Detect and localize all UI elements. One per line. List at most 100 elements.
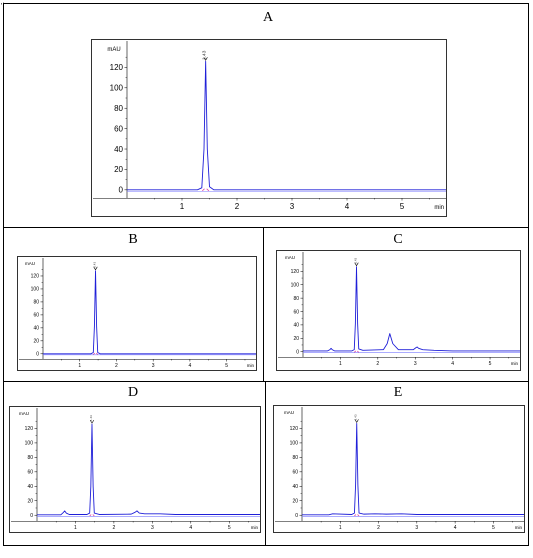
x-tick-label: 1 (180, 202, 185, 211)
integration-mark (93, 352, 98, 355)
x-tick-label: 1 (78, 363, 81, 369)
chart-frame (273, 405, 525, 533)
x-tick-label: 5 (228, 525, 231, 531)
integration-mark (202, 188, 210, 192)
y-tick-label: 60 (33, 313, 39, 319)
y-axis-label: mAU (19, 411, 29, 416)
y-axis-label: mAU (25, 261, 35, 266)
chromatogram-trace (43, 270, 256, 355)
y-tick-label: 100 (25, 441, 34, 447)
y-axis-label: mAU (284, 410, 294, 415)
chromatogram-trace (37, 423, 260, 516)
y-tick-label: 80 (293, 296, 299, 302)
y-tick-label: 0 (30, 513, 33, 519)
chromatogram-trace (302, 422, 524, 516)
y-tick-label: 100 (291, 283, 300, 289)
chart-frame (9, 406, 261, 533)
x-tick-label: 4 (454, 525, 457, 531)
y-tick-label: 60 (27, 470, 33, 476)
x-axis-label: min (434, 205, 444, 211)
x-tick-label: 2 (235, 202, 240, 211)
x-tick-label: 4 (451, 361, 454, 367)
y-tick-label: 40 (293, 323, 299, 329)
chart-frame (17, 256, 257, 371)
x-tick-label: 5 (492, 525, 495, 531)
x-tick-label: 4 (345, 202, 350, 211)
y-tick-label: 80 (114, 104, 123, 113)
panel-label: A (263, 10, 274, 25)
y-tick-label: 100 (31, 287, 40, 293)
y-axis-label: mAU (285, 255, 295, 260)
panel-b: B 0 20 40 60 80 100 120 mAU 1 2 3 4 5 min 1.43 (17, 232, 257, 371)
y-tick-label: 0 (296, 349, 299, 355)
x-axis-label: min (511, 361, 519, 366)
y-tick-label: 120 (110, 63, 124, 72)
panel-d: D 0 20 40 60 80 100 120 mAU 1 2 3 4 5 min 1.43 (9, 385, 261, 533)
x-tick-label: 3 (414, 361, 417, 367)
x-tick-label: 3 (415, 525, 418, 531)
y-tick-label: 20 (114, 165, 123, 174)
y-tick-label: 20 (33, 339, 39, 345)
y-tick-label: 40 (27, 484, 33, 490)
peak-rt-label: 1.43 (354, 257, 358, 263)
panel-c: C 0 20 40 60 80 100 120 mAU 1 2 3 4 5 min 1.43 (276, 232, 521, 371)
x-tick-label: 5 (489, 361, 492, 367)
chart-frame (276, 250, 521, 371)
peak-rt-label: 1.43 (93, 262, 97, 268)
y-tick-label: 120 (290, 426, 299, 432)
panel-label: B (128, 232, 137, 247)
peak-rt-label: 1.43 (202, 50, 208, 60)
x-axis-label: min (251, 525, 259, 530)
integration-mark (354, 514, 360, 517)
integration-mark (354, 350, 359, 353)
y-tick-label: 60 (114, 124, 123, 133)
y-tick-label: 20 (27, 499, 33, 505)
peak-apex-marker (93, 266, 98, 271)
x-axis-label: min (247, 363, 255, 368)
y-tick-label: 120 (291, 269, 300, 275)
peak-rt-label: 1.43 (354, 414, 358, 420)
y-tick-label: 40 (292, 484, 298, 490)
y-tick-label: 60 (292, 470, 298, 476)
chart-frame (91, 39, 447, 217)
y-tick-label: 40 (114, 145, 123, 154)
y-tick-label: 60 (293, 309, 299, 315)
panel-label: C (393, 232, 402, 247)
y-tick-label: 100 (110, 84, 124, 93)
y-tick-label: 120 (25, 426, 34, 432)
chromatogram-trace (127, 60, 446, 191)
y-tick-label: 20 (292, 499, 298, 505)
peak-apex-marker (354, 262, 359, 267)
peak-apex-marker (89, 419, 95, 424)
x-tick-label: 5 (225, 363, 228, 369)
y-axis-label: mAU (107, 47, 120, 53)
y-tick-label: 80 (27, 455, 33, 461)
y-tick-label: 80 (292, 455, 298, 461)
corner-mark: '| (1, 3, 4, 10)
chromatogram-trace (303, 266, 520, 352)
x-tick-label: 2 (376, 361, 379, 367)
x-tick-label: 2 (113, 525, 116, 531)
y-tick-label: 120 (31, 274, 40, 280)
x-tick-label: 1 (74, 525, 77, 531)
y-tick-label: 80 (33, 300, 39, 306)
integration-mark (89, 514, 95, 517)
peak-apex-marker (203, 57, 208, 61)
x-tick-label: 4 (189, 525, 192, 531)
x-tick-label: 2 (377, 525, 380, 531)
panel-e: E 0 20 40 60 80 100 120 mAU 1 2 3 4 5 min 1.43 (273, 385, 525, 533)
peak-apex-marker (354, 419, 359, 423)
y-tick-label: 20 (293, 336, 299, 342)
x-axis-label: min (515, 525, 523, 530)
peak-rt-label: 1.43 (89, 415, 93, 421)
x-tick-label: 1 (339, 525, 342, 531)
y-tick-label: 0 (119, 186, 124, 195)
panel-label: D (128, 385, 138, 400)
x-tick-label: 5 (400, 202, 405, 211)
y-tick-label: 100 (290, 441, 299, 447)
y-tick-label: 40 (33, 326, 39, 332)
panel-label: E (394, 385, 403, 400)
x-tick-label: 4 (189, 363, 192, 369)
x-tick-label: 2 (115, 363, 118, 369)
